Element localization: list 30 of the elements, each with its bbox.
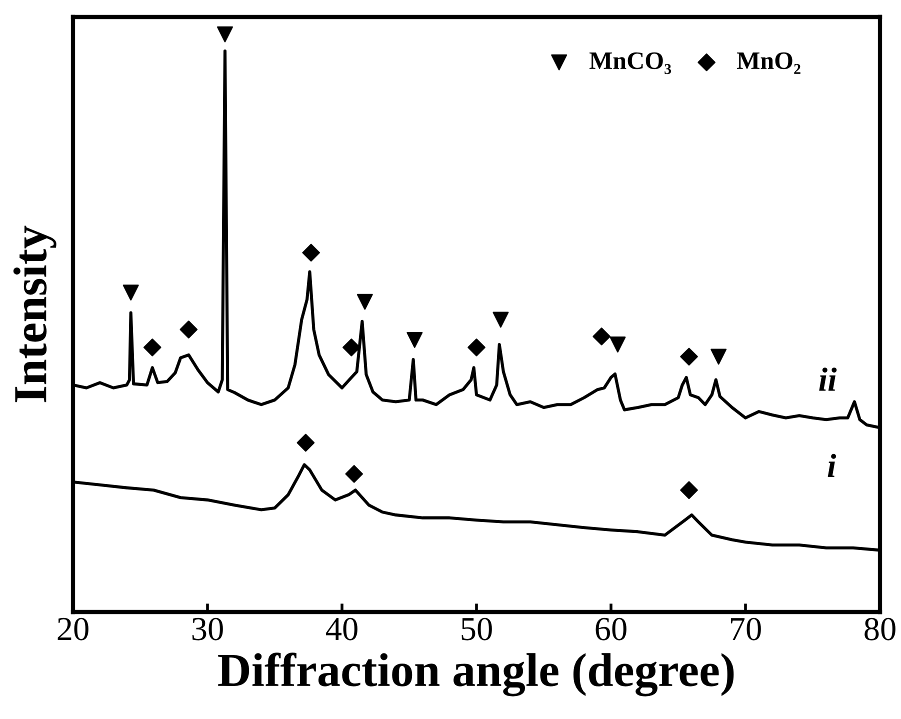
x-tick-label: 80 bbox=[864, 618, 896, 640]
point bbox=[143, 338, 162, 356]
point bbox=[468, 338, 486, 356]
point bbox=[345, 465, 364, 483]
point bbox=[680, 481, 698, 500]
annotation: ii bbox=[819, 368, 837, 391]
x-tick-label: 60 bbox=[596, 618, 626, 640]
point bbox=[342, 338, 360, 356]
point bbox=[356, 294, 373, 310]
annotation: i bbox=[828, 454, 836, 477]
point bbox=[217, 26, 233, 42]
point bbox=[122, 284, 139, 301]
point bbox=[492, 312, 509, 328]
x-tick-label: 30 bbox=[192, 618, 223, 640]
x-tick-label: 70 bbox=[731, 618, 761, 640]
y-axis-title: Intensity bbox=[13, 226, 56, 402]
point bbox=[180, 320, 198, 338]
point bbox=[302, 244, 320, 262]
point bbox=[406, 332, 423, 348]
legend-label: MnCO₃ bbox=[590, 52, 672, 74]
point bbox=[710, 348, 727, 365]
point bbox=[592, 328, 610, 346]
x-tick-label: 40 bbox=[326, 618, 358, 640]
x-tick-label: 20 bbox=[58, 618, 88, 640]
point bbox=[610, 336, 626, 353]
x-tick-label: 50 bbox=[462, 618, 492, 640]
x-axis-title: Diffraction angle (degree) bbox=[218, 652, 734, 696]
point bbox=[296, 434, 315, 452]
legend-label: MnO₂ bbox=[736, 52, 800, 74]
point bbox=[680, 348, 698, 366]
